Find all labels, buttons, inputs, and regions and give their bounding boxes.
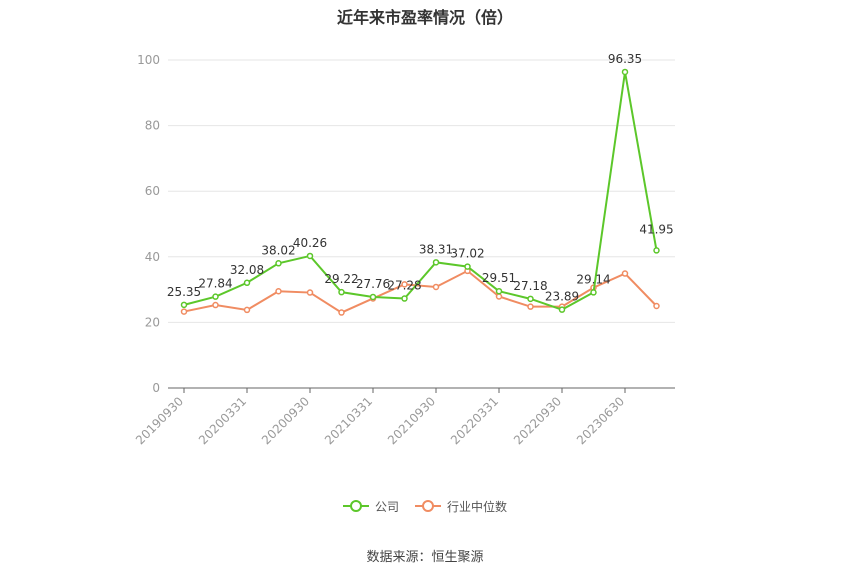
- series-line-0: [183, 71, 658, 311]
- data-point-1: [338, 309, 345, 316]
- x-tick-label: 20220331: [448, 394, 501, 447]
- legend-dot-icon: [422, 500, 434, 512]
- y-tick-label: 60: [145, 184, 160, 198]
- data-point-0: [243, 279, 251, 287]
- y-tick-label: 40: [145, 250, 160, 264]
- x-tick-label: 20210331: [322, 394, 375, 447]
- data-label: 38.02: [261, 243, 295, 257]
- data-label: 27.84: [198, 277, 232, 291]
- data-label: 27.28: [387, 279, 421, 293]
- data-point-0: [338, 288, 345, 296]
- data-label: 32.08: [230, 263, 264, 277]
- data-point-1: [527, 303, 534, 310]
- data-point-0: [558, 306, 566, 313]
- data-label: 29.22: [324, 272, 358, 286]
- data-point-0: [180, 301, 188, 309]
- x-tick-label: 20210930: [385, 394, 438, 447]
- legend-label: 公司: [374, 499, 399, 514]
- chart-title: 近年来市盈率情况（倍）: [336, 8, 513, 27]
- x-tick-label: 20200331: [196, 394, 249, 447]
- legend-item[interactable]: 公司: [342, 498, 399, 515]
- data-label: 27.76: [356, 277, 390, 291]
- data-label: 40.26: [293, 236, 327, 250]
- data-point-1: [432, 283, 440, 291]
- data-label: 29.51: [482, 271, 516, 285]
- data-point-0: [275, 260, 282, 267]
- data-point-0: [527, 295, 534, 303]
- data-label: 38.31: [419, 242, 453, 256]
- data-point-1: [306, 289, 314, 296]
- y-tick-label: 0: [152, 381, 160, 395]
- data-point-0: [401, 295, 408, 302]
- data-point-0: [495, 287, 503, 295]
- x-tick-label: 20220930: [511, 394, 564, 447]
- data-label: 25.35: [167, 285, 201, 299]
- data-point-1: [495, 293, 503, 300]
- series-line-1: [183, 269, 658, 314]
- data-point-0: [464, 263, 471, 270]
- legend-item[interactable]: 行业中位数: [415, 498, 507, 515]
- data-label: 23.89: [545, 290, 579, 304]
- data-point-0: [590, 289, 597, 296]
- data-point-1: [621, 270, 629, 277]
- y-tick-label: 100: [137, 53, 160, 67]
- data-source: 数据来源：恒生聚源: [366, 550, 484, 565]
- data-point-1: [275, 287, 282, 295]
- legend-marker-icon: [342, 500, 369, 512]
- legend-label: 行业中位数: [447, 499, 508, 514]
- y-tick-label: 20: [145, 315, 160, 329]
- legend-marker-icon: [415, 500, 441, 512]
- data-label: 29.14: [576, 272, 610, 286]
- x-tick-label: 20190930: [133, 394, 186, 447]
- x-tick-label: 20230630: [574, 394, 627, 447]
- data-point-0: [212, 293, 219, 300]
- data-label: 27.18: [513, 279, 547, 293]
- data-point-1: [212, 301, 219, 309]
- data-point-0: [369, 293, 377, 301]
- data-label: 41.95: [639, 222, 673, 236]
- data-point-1: [180, 308, 188, 315]
- y-tick-label: 80: [145, 119, 160, 133]
- data-label: 37.02: [450, 247, 484, 261]
- chart-legend: 公司 行业中位数: [0, 496, 850, 515]
- data-point-1: [653, 302, 660, 310]
- data-point-1: [401, 281, 408, 288]
- data-point-1: [243, 306, 251, 314]
- data-point-0: [621, 68, 629, 76]
- legend-dot-icon: [349, 500, 362, 512]
- x-tick-label: 20200930: [259, 394, 312, 447]
- data-label: 96.35: [608, 52, 642, 66]
- data-point-0: [306, 252, 314, 260]
- data-point-0: [653, 247, 660, 254]
- data-point-0: [432, 259, 440, 266]
